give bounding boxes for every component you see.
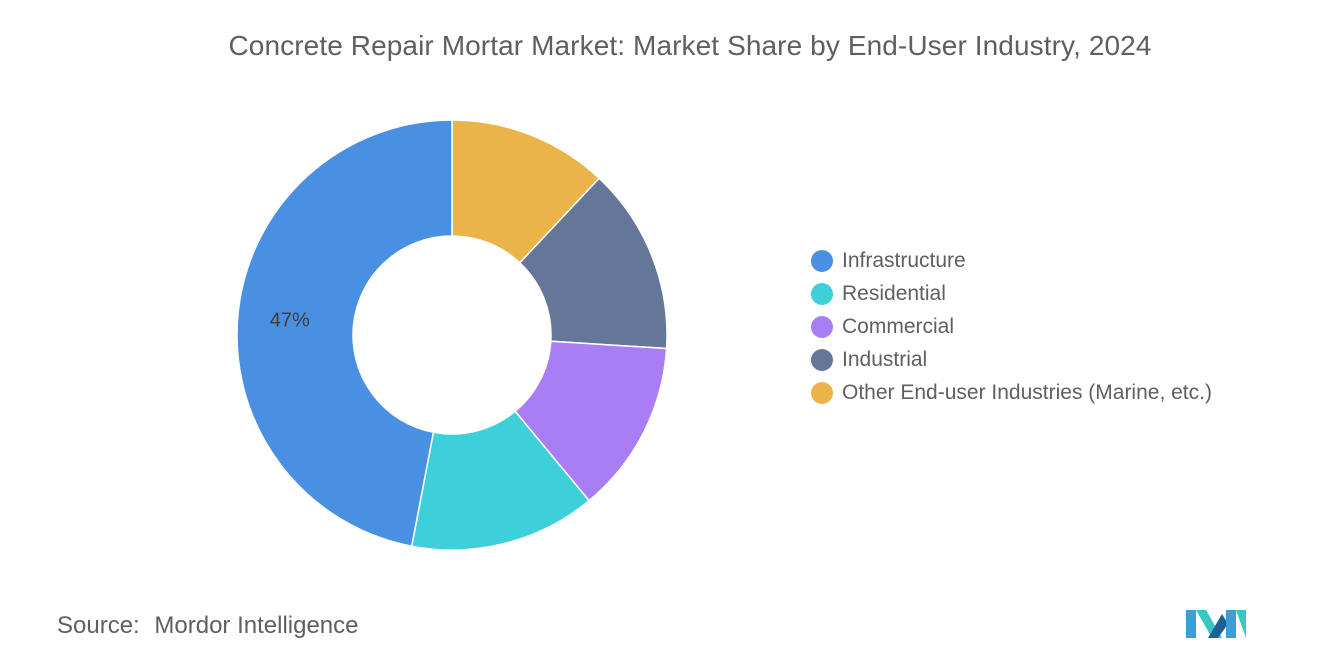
legend-swatch xyxy=(811,381,833,404)
legend-label: Other End-user Industries (Marine, etc.) xyxy=(842,380,1212,404)
source-value: Mordor Intelligence xyxy=(154,612,359,639)
mordor-intelligence-logo-icon xyxy=(1186,610,1246,638)
legend-label: Residential xyxy=(842,281,946,305)
legend-item: Commercial xyxy=(811,310,1212,343)
chart-legend: Infrastructure Residential Commercial Indus… xyxy=(811,244,1212,409)
donut-slices xyxy=(236,119,668,551)
legend-label: Commercial xyxy=(842,314,955,338)
legend-item: Residential xyxy=(811,277,1212,310)
legend-item: Infrastructure xyxy=(811,244,1212,277)
donut-slice-residential xyxy=(410,410,591,551)
legend-item: Industrial xyxy=(811,343,1212,376)
donut-slice-commercial xyxy=(514,340,668,502)
donut-data-label: 47% xyxy=(270,310,310,332)
legend-swatch xyxy=(811,348,833,371)
legend-swatch xyxy=(811,249,833,272)
logo-shape-4 xyxy=(1226,610,1236,638)
legend-swatch xyxy=(811,282,833,305)
chart-title: Concrete Repair Mortar Market: Market Sh… xyxy=(228,30,1152,61)
legend-label: Industrial xyxy=(842,347,928,371)
logo-shape-3 xyxy=(1208,614,1228,638)
donut-data-labels: 47% xyxy=(270,310,310,332)
donut-slice-industrial xyxy=(518,177,668,350)
logo-shape-1 xyxy=(1186,610,1196,638)
legend-swatch xyxy=(811,315,833,338)
donut-slice-infrastructure xyxy=(236,119,453,548)
logo-shape-5 xyxy=(1236,610,1246,638)
legend-item: Other End-user Industries (Marine, etc.) xyxy=(811,376,1212,409)
source-note: Source: Mordor Intelligence xyxy=(57,612,359,640)
source-label: Source: xyxy=(57,612,140,639)
legend-label: Infrastructure xyxy=(842,248,966,272)
